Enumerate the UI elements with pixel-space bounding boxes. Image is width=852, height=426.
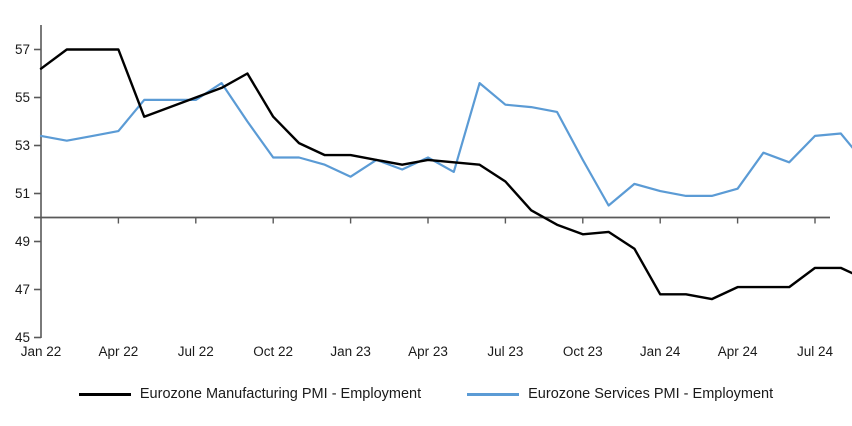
legend-label-manufacturing: Eurozone Manufacturing PMI - Employment [139, 386, 422, 402]
legend-item-services[interactable]: Eurozone Services PMI - Employment [467, 386, 773, 402]
x-axis-ticks [117, 217, 816, 224]
y-axis-ticks [34, 48, 41, 339]
x-axis-tick-label: Oct 22 [253, 344, 294, 359]
x-axis-tick-label: Jul 22 [177, 344, 214, 359]
blue-line-swatch-icon [467, 392, 520, 396]
y-axis-tick-label: 45 [14, 329, 30, 345]
chart-legend: Eurozone Manufacturing PMI - Employment … [0, 386, 852, 402]
x-axis-tick-label: Jul 23 [487, 344, 524, 359]
y-axis-tick-label: 47 [14, 281, 30, 297]
x-axis-tick-label: Jan 23 [330, 344, 371, 359]
black-line-swatch-icon [78, 392, 131, 396]
x-axis-tick-label: Oct 23 [562, 344, 603, 359]
y-axis-tick-label: 55 [14, 89, 30, 105]
y-axis-tick-label: 57 [14, 41, 30, 57]
x-axis-tick-label: Apr 24 [717, 344, 758, 359]
series-line-manufacturing [39, 48, 852, 301]
legend-label-services: Eurozone Services PMI - Employment [528, 386, 774, 402]
y-axis-tick-label: 53 [14, 137, 30, 153]
x-axis-tick-label: Apr 22 [98, 344, 139, 359]
x-axis-tick-label: Jan 22 [20, 344, 62, 359]
series-line-services [39, 81, 852, 207]
x-axis-tick-label: Jul 24 [796, 344, 834, 359]
y-axis-tick-label: 51 [14, 185, 30, 201]
y-axis-tick-label: 49 [14, 233, 30, 249]
x-axis-tick-label: Apr 23 [408, 344, 448, 359]
legend-item-manufacturing[interactable]: Eurozone Manufacturing PMI - Employment [78, 386, 422, 402]
x-axis-tick-label: Jan 24 [639, 344, 681, 359]
